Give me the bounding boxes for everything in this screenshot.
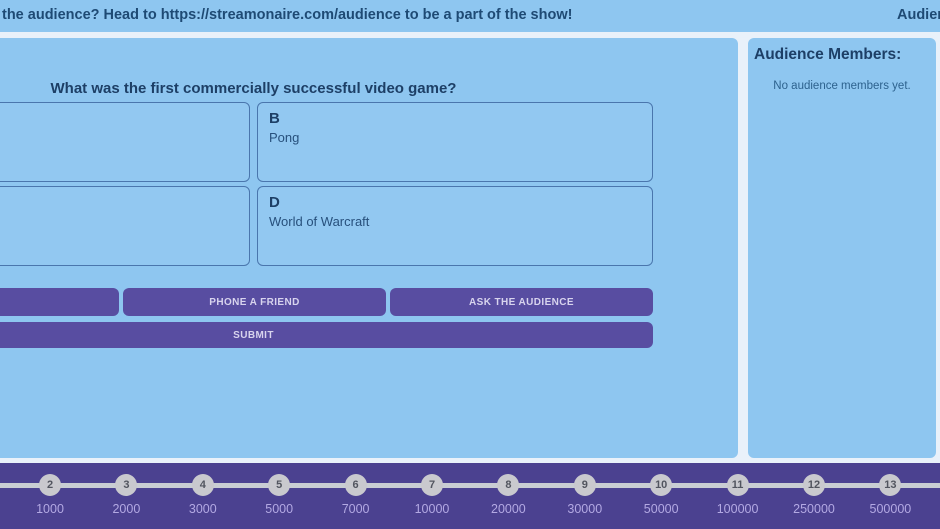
ladder-step-number: 7 [421, 474, 443, 496]
submit-button[interactable]: SUBMIT [0, 322, 653, 348]
ladder-step-number: 9 [573, 474, 596, 496]
ladder-step-number: 3 [115, 474, 138, 496]
ladder-step-number: 13 [879, 474, 902, 496]
answer-box-a[interactable] [0, 102, 250, 182]
ladder-step-number: 6 [344, 474, 367, 496]
ladder-step-value: 2000 [112, 502, 141, 516]
audience-heading: Audience Members: [754, 46, 902, 63]
banner-text: the audience? Head to https://streamonai… [2, 7, 573, 23]
ladder-step-value: 50000 [643, 502, 679, 516]
ladder-step-number: 11 [726, 474, 749, 496]
ladder-step-value: 500000 [869, 502, 912, 516]
ladder-step-number: 4 [191, 474, 214, 496]
ladder-step-number: 12 [803, 474, 825, 496]
ladder-step-value: 10000 [414, 502, 450, 516]
ladder-step-number: 10 [650, 474, 673, 496]
audience-empty-message: No audience members yet. [773, 80, 911, 92]
answer-letter: D [269, 194, 280, 211]
ladder-step-value: 1000 [36, 502, 64, 516]
game-panel: What was the first commercially successf… [0, 38, 738, 458]
answer-box-c[interactable] [0, 186, 250, 266]
audience-panel: Audience Members: No audience members ye… [748, 38, 936, 458]
phone-a-friend-button[interactable]: PHONE A FRIEND [123, 288, 386, 316]
ladder-step-value: 100000 [716, 502, 759, 516]
ladder-step-value: 250000 [793, 502, 835, 516]
answer-box-b[interactable]: B Pong [257, 102, 653, 182]
ladder-step-number: 2 [39, 474, 61, 496]
ladder-step-number: 8 [497, 474, 520, 496]
answer-letter: B [269, 110, 280, 127]
ladder-step-value: 5000 [265, 502, 294, 516]
answer-box-d[interactable]: D World of Warcraft [257, 186, 653, 266]
question-text: What was the first commercially successf… [50, 80, 457, 97]
top-banner: the audience? Head to https://streamonai… [0, 0, 940, 32]
ladder-step-number: 5 [268, 474, 291, 496]
ladder-step-value: 20000 [491, 502, 526, 516]
ladder-line [0, 483, 940, 488]
answer-text: World of Warcraft [269, 214, 370, 229]
fifty-fifty-button[interactable]: 50/50 [0, 288, 119, 316]
audience-nav-link[interactable]: Audience [897, 7, 940, 23]
ladder-step-value: 30000 [567, 502, 603, 516]
money-ladder: 2 1000 3 2000 4 3000 5 5000 6 7000 7 10000 8 20000 9 30… [0, 463, 940, 529]
ladder-step-value: 3000 [188, 502, 217, 516]
answer-text: Pong [269, 130, 300, 145]
ask-the-audience-button[interactable]: ASK THE AUDIENCE [390, 288, 653, 316]
ladder-step-value: 7000 [341, 502, 370, 516]
